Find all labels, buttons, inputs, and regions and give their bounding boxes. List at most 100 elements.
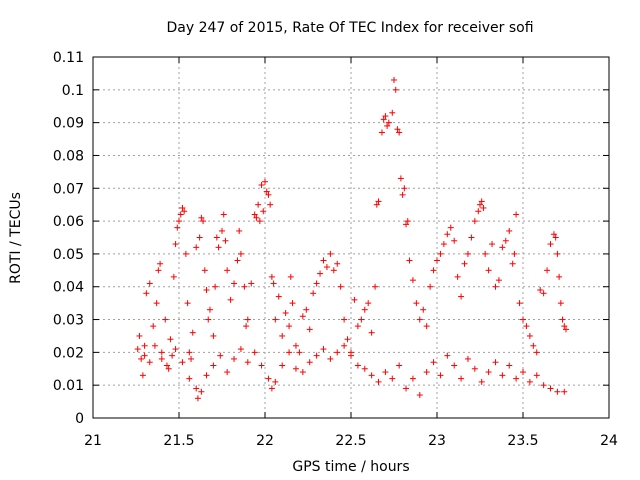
data-point bbox=[511, 250, 518, 257]
data-point bbox=[495, 277, 502, 284]
data-point bbox=[162, 316, 169, 323]
data-point bbox=[444, 231, 451, 238]
data-point bbox=[406, 257, 413, 264]
data-point bbox=[454, 273, 461, 280]
data-point bbox=[198, 388, 205, 395]
data-point bbox=[224, 267, 231, 274]
data-point bbox=[351, 296, 358, 303]
data-point bbox=[299, 369, 306, 376]
data-point bbox=[279, 362, 286, 369]
data-point bbox=[167, 336, 174, 343]
data-point bbox=[516, 300, 523, 307]
data-point bbox=[492, 283, 499, 290]
data-point bbox=[427, 283, 434, 290]
data-point bbox=[563, 326, 569, 333]
data-point bbox=[437, 372, 444, 379]
data-point bbox=[478, 198, 485, 205]
data-point bbox=[253, 214, 260, 221]
data-point bbox=[480, 204, 487, 211]
data-point bbox=[310, 290, 317, 297]
data-point bbox=[354, 323, 361, 330]
data-point bbox=[526, 332, 533, 339]
y-tick-label: 0.09 bbox=[53, 116, 84, 132]
data-point bbox=[179, 359, 186, 366]
data-point bbox=[265, 375, 272, 382]
data-point bbox=[375, 198, 382, 205]
x-tick-label: 21 bbox=[84, 433, 102, 449]
data-point bbox=[423, 323, 430, 330]
data-point bbox=[458, 375, 465, 382]
data-point bbox=[556, 273, 563, 280]
data-point bbox=[330, 267, 337, 274]
data-point bbox=[258, 362, 265, 369]
data-point bbox=[268, 385, 275, 392]
data-point bbox=[482, 250, 489, 257]
data-point bbox=[320, 257, 327, 264]
y-tick-label: 0.07 bbox=[53, 181, 84, 197]
data-point bbox=[375, 378, 382, 385]
data-point bbox=[416, 392, 423, 399]
data-point bbox=[372, 283, 379, 290]
data-point bbox=[478, 378, 485, 385]
data-point bbox=[537, 287, 544, 294]
data-point bbox=[267, 201, 274, 208]
data-point bbox=[403, 221, 410, 228]
data-point bbox=[243, 323, 250, 330]
data-point bbox=[384, 122, 391, 129]
data-point bbox=[547, 241, 554, 248]
x-tick-label: 23.5 bbox=[507, 433, 538, 449]
data-point bbox=[251, 211, 258, 218]
data-point bbox=[306, 359, 313, 366]
y-tick-label: 0 bbox=[75, 411, 84, 427]
data-point bbox=[255, 201, 262, 208]
data-point bbox=[391, 76, 397, 83]
data-point bbox=[241, 283, 248, 290]
data-point bbox=[348, 352, 354, 359]
x-axis-label: GPS time / hours bbox=[292, 459, 409, 475]
y-tick-label: 0.01 bbox=[53, 378, 84, 394]
data-point bbox=[451, 237, 458, 244]
data-point bbox=[477, 201, 483, 208]
data-point bbox=[217, 352, 224, 359]
data-point bbox=[176, 218, 182, 225]
data-point bbox=[475, 208, 482, 215]
data-point bbox=[380, 116, 387, 123]
data-point bbox=[464, 355, 471, 362]
data-point bbox=[212, 283, 219, 290]
data-point bbox=[258, 181, 265, 188]
y-tick-label: 0.03 bbox=[53, 313, 84, 329]
data-point bbox=[509, 260, 516, 267]
data-point bbox=[275, 293, 282, 300]
data-point bbox=[506, 362, 513, 369]
data-point bbox=[263, 188, 270, 195]
axis-ticks: 21 21.5 22 22.5 23 23.5 24 0 0.01 0.02 0.03 0.04 0.0… bbox=[53, 50, 618, 449]
data-point bbox=[299, 313, 306, 320]
data-point bbox=[313, 352, 320, 359]
data-point bbox=[461, 260, 468, 267]
y-tick-label: 0.02 bbox=[53, 345, 84, 361]
data-point bbox=[317, 270, 324, 277]
data-point bbox=[396, 362, 403, 369]
data-point bbox=[256, 218, 263, 225]
data-point bbox=[181, 208, 188, 215]
data-point bbox=[361, 365, 368, 372]
data-point bbox=[334, 260, 341, 267]
data-point bbox=[158, 355, 165, 362]
data-point bbox=[224, 369, 231, 376]
data-point bbox=[303, 306, 310, 313]
data-point bbox=[513, 211, 520, 218]
data-point bbox=[394, 126, 401, 133]
data-point bbox=[203, 287, 210, 294]
data-point bbox=[231, 280, 238, 287]
data-point bbox=[198, 214, 205, 221]
data-point bbox=[451, 362, 458, 369]
data-point bbox=[557, 300, 564, 307]
data-point bbox=[547, 385, 554, 392]
data-point bbox=[150, 323, 157, 330]
data-point bbox=[169, 352, 176, 359]
data-point bbox=[420, 306, 427, 313]
data-point bbox=[458, 293, 465, 300]
y-tick-label: 0.04 bbox=[53, 280, 84, 296]
data-point bbox=[286, 349, 293, 356]
